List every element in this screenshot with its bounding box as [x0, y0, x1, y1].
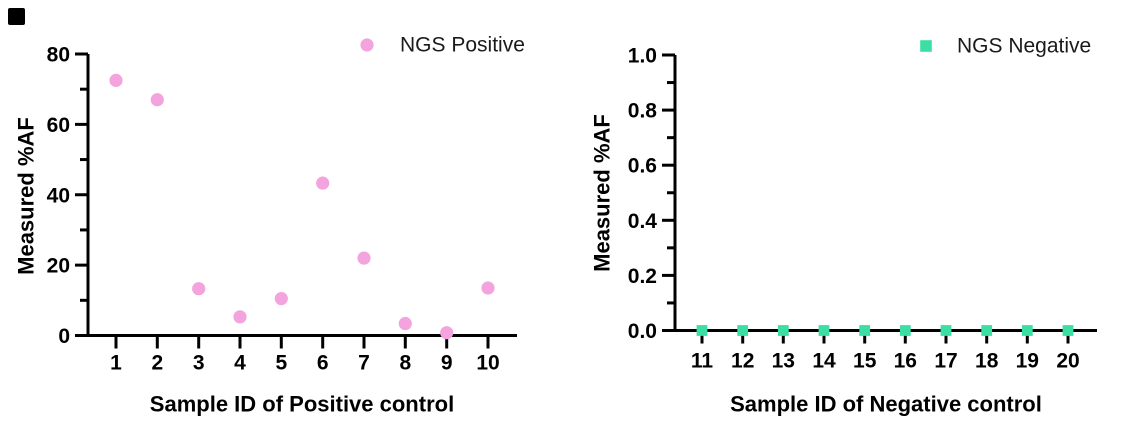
y-tick-label: 80	[47, 44, 70, 67]
data-point	[940, 325, 952, 336]
data-point	[357, 251, 371, 265]
x-tick-label: 12	[731, 350, 754, 373]
data-point	[1021, 325, 1033, 336]
y-tick-label: 0.2	[628, 265, 657, 288]
y-tick-label: 1.0	[628, 45, 657, 68]
x-tick-label: 9	[441, 352, 453, 375]
x-tick-label: 6	[317, 352, 329, 375]
x-tick-label: 13	[772, 350, 795, 373]
x-tick-label: 11	[691, 350, 714, 373]
x-tick-label: 20	[1056, 350, 1079, 373]
y-tick-label: 0.4	[628, 210, 658, 233]
x-tick-label: 4	[234, 352, 246, 375]
y-axis-title: Measured %AF	[14, 117, 39, 275]
x-tick-label: 1	[110, 352, 122, 375]
data-point	[981, 325, 993, 336]
legend-label: NGS Positive	[400, 34, 525, 57]
data-point	[192, 282, 206, 296]
data-point	[696, 325, 708, 336]
x-tick-label: 5	[275, 352, 287, 375]
x-tick-label: 2	[151, 352, 163, 375]
data-point	[274, 291, 288, 306]
x-tick-label: 7	[358, 352, 370, 375]
data-point	[899, 325, 911, 336]
y-axis-title: Measured %AF	[590, 114, 615, 272]
corner-artifact	[8, 8, 25, 25]
data-point	[233, 310, 247, 324]
data-point	[818, 325, 830, 336]
x-axis-title: Sample ID of Positive control	[150, 392, 454, 417]
legend-marker	[920, 40, 932, 52]
y-tick-label: 0	[58, 325, 70, 348]
x-tick-label: 10	[476, 352, 499, 375]
x-tick-label: 19	[1016, 350, 1039, 373]
x-tick-label: 14	[812, 350, 836, 373]
x-tick-label: 3	[193, 352, 205, 375]
data-point	[481, 281, 495, 295]
y-tick-label: 40	[47, 184, 70, 207]
data-point	[737, 325, 749, 336]
x-tick-label: 17	[934, 350, 957, 373]
y-tick-label: 0.6	[628, 155, 657, 178]
data-point	[316, 176, 330, 190]
x-tick-label: 18	[975, 350, 999, 373]
data-point	[150, 93, 164, 107]
y-tick-label: 0.8	[628, 100, 658, 123]
data-point	[777, 325, 789, 336]
data-point	[440, 326, 454, 340]
y-tick-label: 20	[47, 255, 70, 278]
data-point	[1062, 325, 1074, 336]
data-point	[398, 316, 412, 331]
legend-marker	[360, 38, 374, 52]
x-axis-title: Sample ID of Negative control	[730, 392, 1042, 417]
y-tick-label: 0.0	[628, 320, 657, 343]
data-point	[109, 73, 123, 87]
x-tick-label: 16	[894, 350, 917, 373]
x-tick-label: 8	[399, 352, 411, 375]
legend-label: NGS Negative	[957, 35, 1091, 58]
y-tick-label: 60	[47, 114, 70, 137]
x-tick-label: 15	[853, 350, 877, 373]
data-point	[859, 325, 871, 336]
